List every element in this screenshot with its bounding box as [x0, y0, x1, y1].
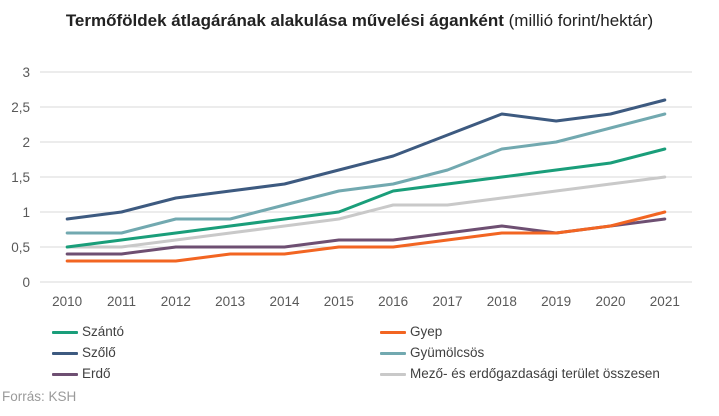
series-line-2: [65, 98, 667, 221]
x-tick-label: 2016: [378, 294, 408, 309]
legend-swatch: [380, 331, 406, 334]
chart-title-bold: Termőföldek átlagárának alakulása művelé…: [65, 11, 504, 30]
series-lines: [65, 98, 667, 263]
legend-label: Gyep: [410, 324, 443, 339]
x-tick-label: 2018: [487, 294, 517, 309]
source-note: Forrás: KSH: [2, 389, 77, 404]
x-tick-label: 2017: [432, 294, 462, 309]
line-chart: 00,511,522,53 2010 2011 2012 2013 2014 2015 20…: [11, 65, 692, 309]
legend-swatch: [380, 373, 406, 376]
x-tick-label: 2015: [324, 294, 354, 309]
legend-label: Mező- és erdőgazdasági terület összesen: [410, 366, 660, 381]
x-tick-label: 2011: [107, 294, 136, 309]
x-tick-label: 2021: [650, 294, 680, 309]
y-tick-label: 1,5: [11, 170, 30, 185]
x-tick-label: 2012: [161, 294, 191, 309]
y-tick-label: 1: [22, 205, 30, 220]
series-line-5: [65, 175, 667, 249]
x-axis-ticks: 2010 2011 2012 2013 2014 2015 2016 2017 2018 2019…: [52, 294, 680, 309]
x-tick-label: 2014: [269, 294, 300, 309]
series-line-0: [65, 147, 667, 249]
series-line-1: [65, 210, 667, 263]
y-tick-label: 3: [22, 65, 30, 80]
x-tick-label: 2010: [52, 294, 82, 309]
legend-label: Erdő: [82, 366, 111, 381]
chart-title: Termőföldek átlagárának alakulása művelé…: [0, 10, 719, 32]
legend-swatch: [52, 352, 78, 355]
legend-label: Szántó: [82, 324, 125, 339]
y-axis-ticks: 0 0,5 1 1,5 2 2,5 3: [11, 65, 30, 290]
legend-swatch: [52, 373, 78, 376]
y-tick-label: 0: [22, 275, 30, 290]
legend-swatch: [52, 331, 78, 334]
series-line-3: [65, 112, 667, 235]
x-tick-label: 2020: [595, 294, 625, 309]
y-tick-label: 2: [22, 135, 30, 150]
legend-label: Szőlő: [82, 345, 116, 360]
y-tick-label: 2,5: [11, 100, 30, 115]
gridlines: [40, 71, 692, 283]
x-tick-label: 2013: [215, 294, 245, 309]
x-tick-label: 2019: [541, 294, 571, 309]
y-tick-label: 0,5: [11, 240, 30, 255]
legend-swatch: [380, 352, 406, 355]
legend-label: Gyümölcsös: [410, 345, 485, 360]
chart-title-unit: (millió forint/hektár): [503, 11, 654, 30]
